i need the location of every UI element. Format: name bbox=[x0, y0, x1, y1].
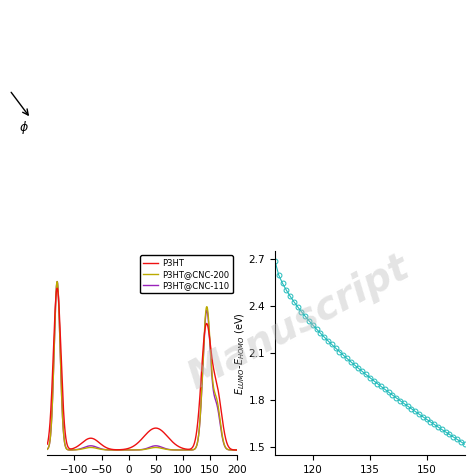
P3HT@CNC-110 bbox=[236, 447, 241, 453]
P3HT bbox=[62, 427, 68, 433]
Text: $\phi$: $\phi$ bbox=[19, 119, 28, 137]
P3HT@CNC-110 bbox=[39, 447, 45, 453]
P3HT@CNC-110 bbox=[239, 447, 245, 453]
P3HT bbox=[55, 285, 60, 291]
P3HT@CNC-200 bbox=[214, 397, 220, 402]
P3HT@CNC-110 bbox=[125, 447, 130, 453]
P3HT@CNC-200 bbox=[39, 447, 45, 453]
P3HT@CNC-110 bbox=[62, 441, 68, 447]
P3HT@CNC-200 bbox=[74, 447, 80, 453]
P3HT@CNC-110 bbox=[55, 279, 60, 284]
P3HT@CNC-110 bbox=[116, 447, 122, 453]
P3HT@CNC-200 bbox=[62, 441, 68, 447]
P3HT@CNC-110 bbox=[214, 402, 220, 408]
P3HT@CNC-200 bbox=[55, 279, 60, 284]
P3HT@CNC-200 bbox=[239, 447, 245, 453]
P3HT bbox=[236, 447, 241, 453]
Line: P3HT: P3HT bbox=[42, 288, 242, 450]
Line: P3HT@CNC-110: P3HT@CNC-110 bbox=[42, 282, 242, 450]
P3HT bbox=[214, 381, 220, 387]
P3HT@CNC-200 bbox=[236, 447, 241, 453]
P3HT bbox=[116, 447, 122, 453]
P3HT bbox=[239, 447, 245, 453]
P3HT bbox=[74, 444, 80, 450]
Text: Manuscript: Manuscript bbox=[182, 248, 416, 397]
P3HT bbox=[39, 447, 45, 453]
P3HT@CNC-200 bbox=[125, 447, 130, 453]
P3HT@CNC-200 bbox=[116, 447, 122, 453]
P3HT@CNC-110 bbox=[74, 447, 80, 452]
Line: P3HT@CNC-200: P3HT@CNC-200 bbox=[42, 282, 242, 450]
Legend: P3HT, P3HT@CNC-200, P3HT@CNC-110: P3HT, P3HT@CNC-200, P3HT@CNC-110 bbox=[140, 255, 233, 293]
Y-axis label: $E_{LUMO}$-$E_{HOMO}$ (eV): $E_{LUMO}$-$E_{HOMO}$ (eV) bbox=[234, 312, 247, 394]
P3HT bbox=[125, 446, 130, 451]
